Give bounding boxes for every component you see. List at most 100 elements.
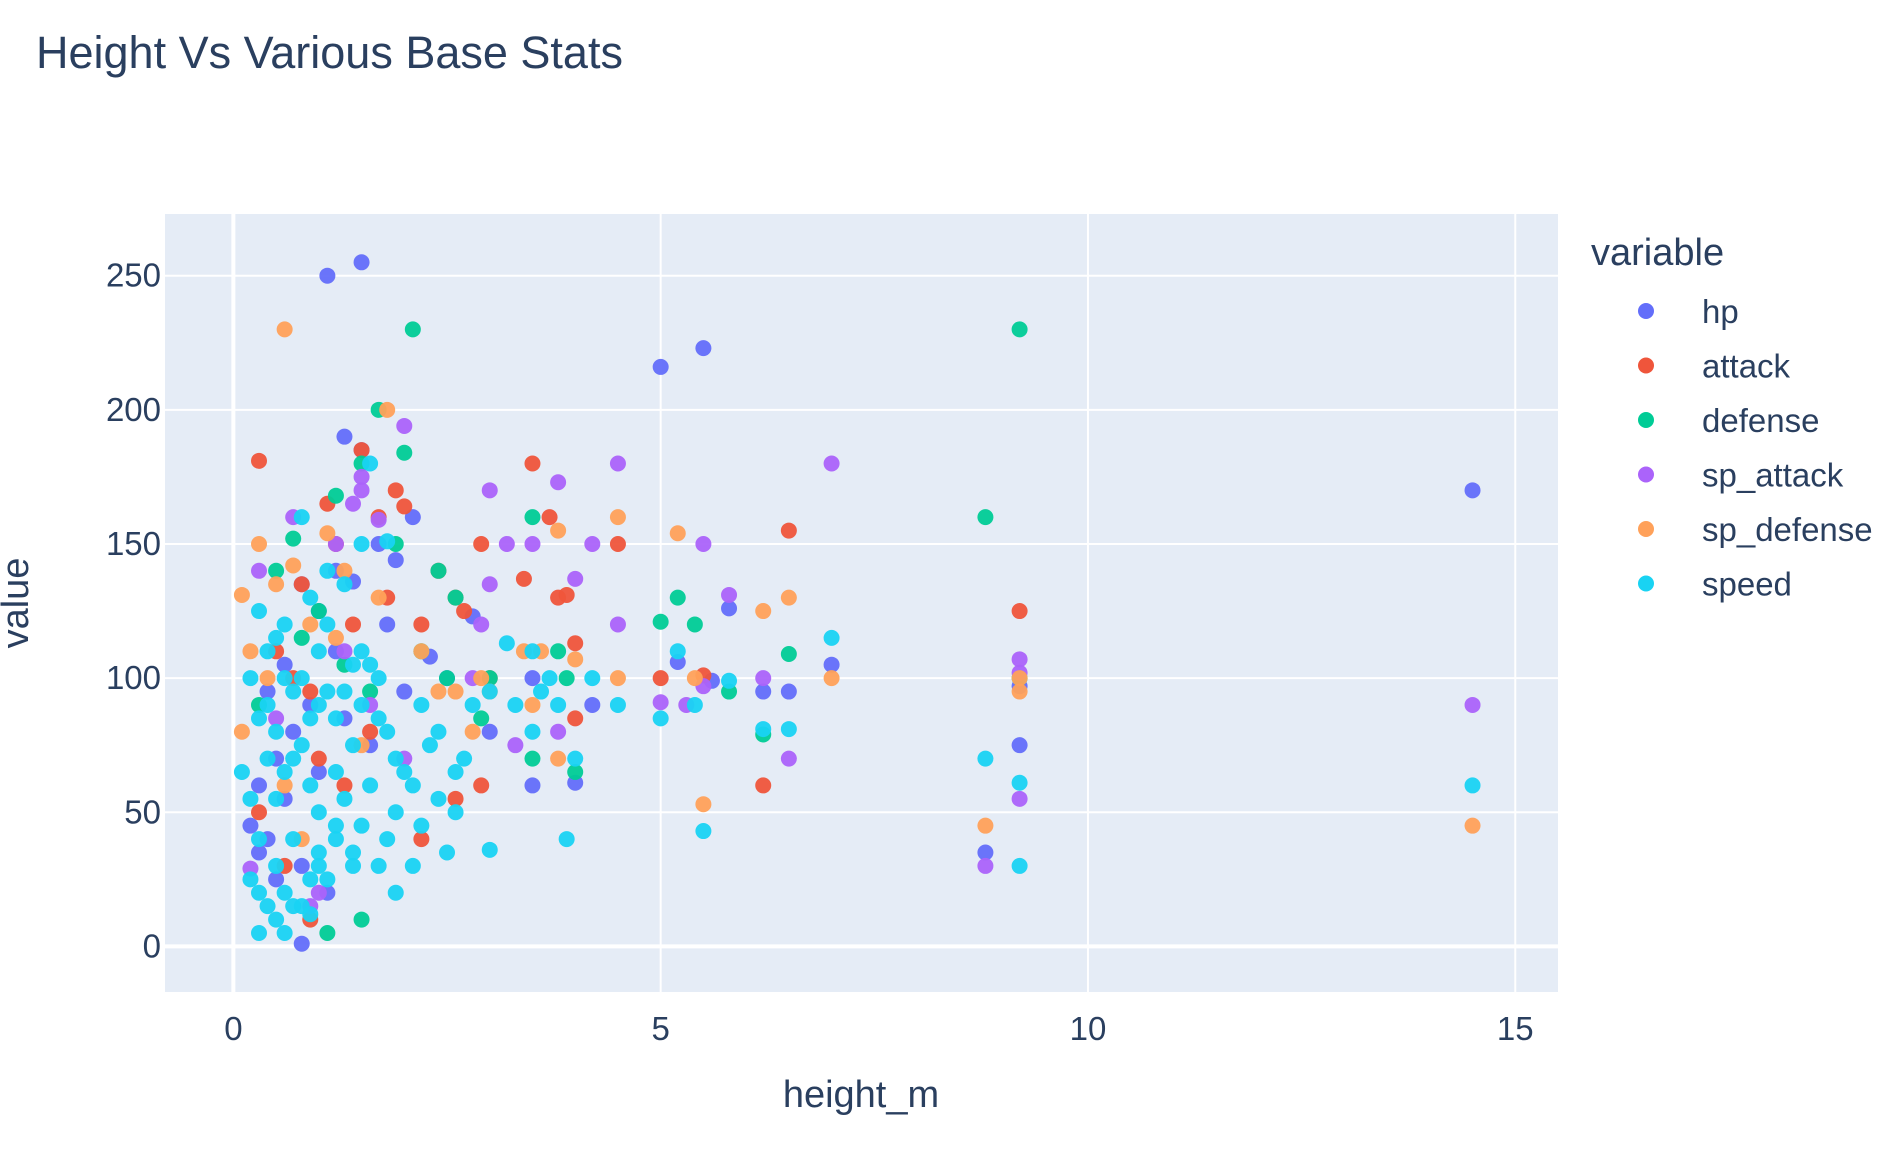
- data-point: [404, 857, 421, 874]
- data-point: [977, 857, 994, 874]
- data-point: [276, 777, 293, 794]
- data-point: [396, 444, 413, 461]
- data-point: [387, 482, 404, 499]
- data-point: [276, 616, 293, 633]
- data-point: [268, 790, 285, 807]
- data-point: [319, 616, 336, 633]
- data-point: [430, 562, 447, 579]
- legend-marker: [1638, 466, 1654, 483]
- data-point: [669, 643, 686, 660]
- data-point: [336, 428, 353, 445]
- data-point: [481, 576, 498, 593]
- data-point: [302, 871, 319, 888]
- legend[interactable]: variable hp attack defense sp_attack sp_defe…: [1591, 232, 1873, 603]
- data-point: [755, 721, 772, 738]
- data-point: [251, 535, 268, 552]
- data-point: [686, 616, 703, 633]
- data-point: [353, 442, 370, 459]
- data-point: [319, 683, 336, 700]
- data-point: [379, 723, 396, 740]
- data-point: [584, 535, 601, 552]
- data-point: [310, 643, 327, 660]
- data-point: [345, 616, 362, 633]
- data-point: [345, 737, 362, 754]
- data-point: [379, 831, 396, 848]
- data-point: [336, 562, 353, 579]
- data-point: [293, 509, 310, 526]
- data-point: [430, 683, 447, 700]
- data-point: [251, 804, 268, 821]
- data-point: [823, 656, 840, 673]
- data-point: [558, 831, 575, 848]
- data-point: [259, 643, 276, 660]
- data-point: [541, 509, 558, 526]
- data-point: [481, 841, 498, 858]
- legend-item-sp_defense[interactable]: sp_defense: [1638, 511, 1873, 548]
- legend-item-sp_attack[interactable]: sp_attack: [1638, 457, 1844, 494]
- legend-item-attack[interactable]: attack: [1638, 348, 1791, 385]
- data-point: [353, 482, 370, 499]
- data-point: [268, 723, 285, 740]
- data-point: [473, 710, 490, 727]
- data-point: [550, 696, 567, 713]
- data-point: [524, 455, 541, 472]
- data-point: [310, 750, 327, 767]
- data-point: [413, 696, 430, 713]
- data-point: [276, 321, 293, 338]
- data-point: [242, 790, 259, 807]
- data-point: [353, 254, 370, 271]
- data-point: [404, 509, 421, 526]
- series-speed: [233, 455, 1481, 941]
- data-point: [533, 683, 550, 700]
- data-point: [584, 670, 601, 687]
- data-point: [695, 823, 712, 840]
- chart-title: Height Vs Various Base Stats: [36, 27, 623, 78]
- data-point: [498, 635, 515, 652]
- data-point: [242, 670, 259, 687]
- data-point: [609, 535, 626, 552]
- data-point: [780, 750, 797, 767]
- data-point: [353, 696, 370, 713]
- data-point: [447, 683, 464, 700]
- data-point: [524, 750, 541, 767]
- data-point: [721, 672, 738, 689]
- data-point: [755, 777, 772, 794]
- data-point: [977, 509, 994, 526]
- data-point: [430, 723, 447, 740]
- legend-item-hp[interactable]: hp: [1638, 293, 1739, 330]
- data-point: [319, 525, 336, 542]
- data-point: [473, 616, 490, 633]
- data-point: [413, 817, 430, 834]
- data-point: [404, 321, 421, 338]
- data-point: [370, 710, 387, 727]
- data-point: [550, 474, 567, 491]
- legend-item-defense[interactable]: defense: [1638, 402, 1819, 439]
- data-point: [379, 401, 396, 418]
- legend-label: attack: [1702, 348, 1791, 385]
- data-point: [302, 616, 319, 633]
- data-point: [473, 670, 490, 687]
- data-point: [1464, 482, 1481, 499]
- data-point: [755, 603, 772, 620]
- data-point: [464, 723, 481, 740]
- data-point: [686, 670, 703, 687]
- data-point: [695, 796, 712, 813]
- data-point: [387, 750, 404, 767]
- data-point: [1011, 683, 1028, 700]
- data-point: [456, 603, 473, 620]
- data-point: [310, 764, 327, 781]
- legend-item-speed[interactable]: speed: [1638, 566, 1792, 603]
- data-point: [276, 764, 293, 781]
- legend-label: sp_defense: [1702, 511, 1873, 548]
- legend-label: sp_attack: [1702, 457, 1844, 494]
- data-point: [652, 613, 669, 630]
- data-point: [507, 696, 524, 713]
- data-point: [524, 535, 541, 552]
- data-point: [524, 643, 541, 660]
- data-point: [259, 683, 276, 700]
- data-point: [319, 562, 336, 579]
- data-point: [695, 535, 712, 552]
- data-point: [251, 844, 268, 861]
- data-point: [456, 750, 473, 767]
